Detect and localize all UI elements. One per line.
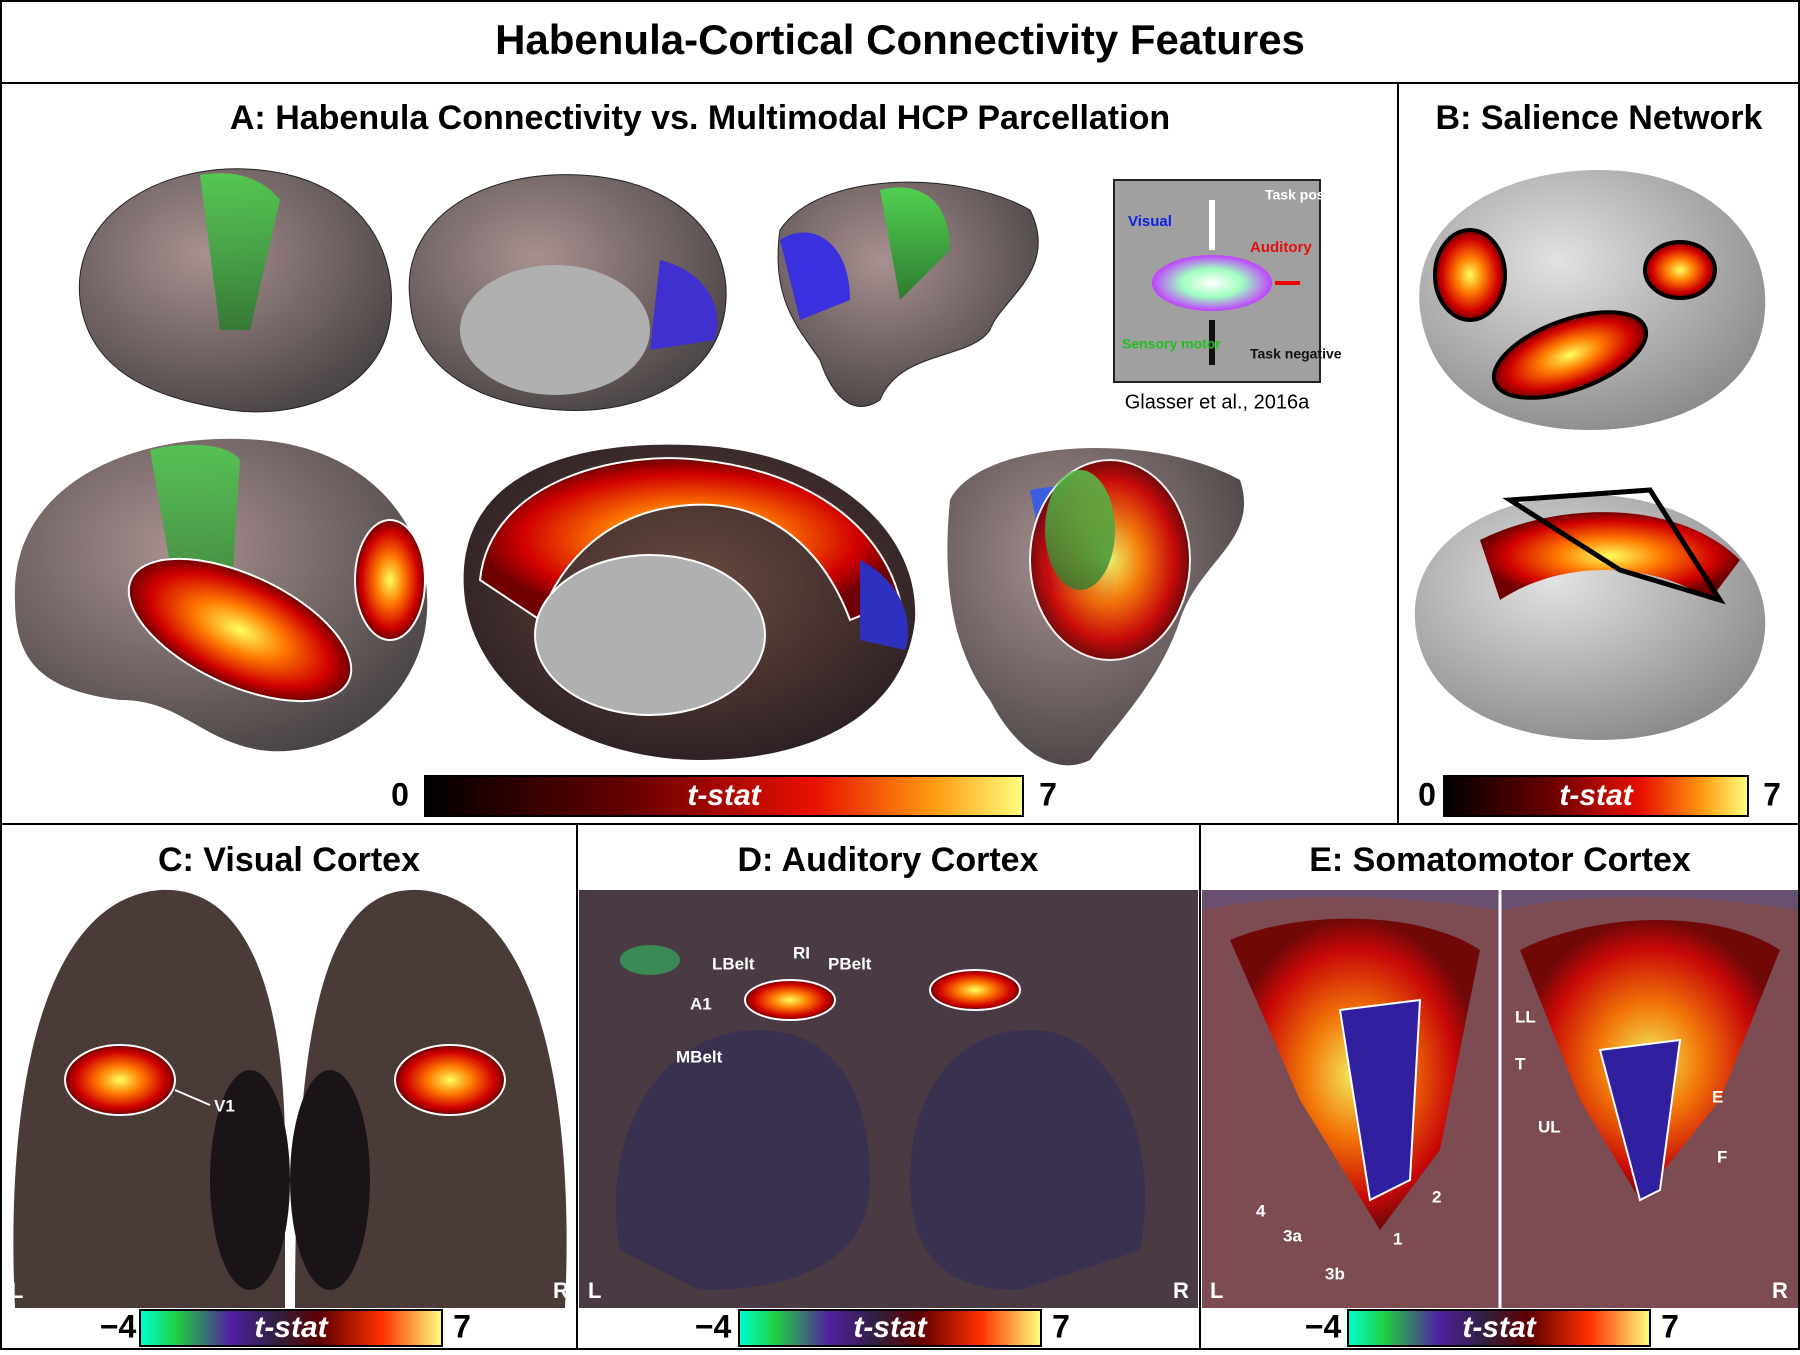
colorbar-min: −4 bbox=[100, 1308, 137, 1344]
annotation: F bbox=[1717, 1147, 1727, 1166]
colorbar: −4 t-stat 7 bbox=[1305, 1308, 1679, 1347]
annotation: 1 bbox=[1393, 1229, 1402, 1248]
brain-connectivity bbox=[14, 438, 1245, 766]
colorbar-min: −4 bbox=[1305, 1308, 1342, 1344]
annotation: A1 bbox=[690, 994, 712, 1013]
brain-parcellation bbox=[78, 168, 1039, 413]
panel-title: A: Habenula Connectivity vs. Multimodal … bbox=[230, 99, 1170, 137]
annotation: 3b bbox=[1325, 1264, 1345, 1283]
panel-title: B: Salience Network bbox=[1436, 99, 1763, 137]
legend-box: Task positive Visual Auditory Sensory mo… bbox=[1113, 179, 1353, 383]
annotation: LL bbox=[1515, 1007, 1536, 1026]
brain-auditory bbox=[579, 890, 1198, 1308]
figure-title: Habenula-Cortical Connectivity Features bbox=[495, 16, 1305, 63]
annotation: T bbox=[1515, 1054, 1526, 1073]
colorbar-label: t-stat bbox=[254, 1311, 329, 1344]
colorbar-max: 7 bbox=[1052, 1308, 1070, 1344]
colorbar: −4 t-stat 7 bbox=[695, 1308, 1070, 1347]
colorbar: 0 t-stat 7 bbox=[1418, 775, 1781, 817]
annotation: L bbox=[10, 1278, 23, 1303]
colorbar-label: t-stat bbox=[853, 1311, 928, 1344]
brain-salience bbox=[1414, 170, 1766, 740]
annotation: R bbox=[1772, 1278, 1788, 1303]
colorbar: 0 t-stat 7 bbox=[391, 775, 1057, 817]
colorbar-max: 7 bbox=[1763, 776, 1781, 812]
panel-title: C: Visual Cortex bbox=[158, 841, 420, 879]
annotation: L bbox=[1210, 1278, 1223, 1303]
colorbar-label: t-stat bbox=[687, 779, 762, 812]
annotation: RI bbox=[793, 943, 810, 962]
colorbar-max: 7 bbox=[1039, 776, 1057, 812]
panel-title: E: Somatomotor Cortex bbox=[1309, 841, 1691, 879]
annotation: PBelt bbox=[828, 954, 872, 973]
legend-label: Task positive bbox=[1265, 187, 1353, 203]
annotation: R bbox=[553, 1278, 569, 1303]
brain-somatomotor bbox=[1202, 890, 1798, 1308]
colorbar-max: 7 bbox=[453, 1308, 471, 1344]
legend-label: Task negative bbox=[1250, 346, 1342, 362]
legend-label: Auditory bbox=[1250, 239, 1312, 256]
colorbar-min: −4 bbox=[695, 1308, 732, 1344]
legend-label: Sensory motor bbox=[1122, 336, 1221, 352]
annotation: 3a bbox=[1283, 1226, 1302, 1245]
annotation: E bbox=[1712, 1087, 1723, 1106]
annotation: 2 bbox=[1432, 1187, 1441, 1206]
annotation: V1 bbox=[214, 1096, 235, 1115]
citation: Glasser et al., 2016a bbox=[1125, 391, 1310, 413]
colorbar: −4 t-stat 7 bbox=[100, 1308, 471, 1347]
colorbar-min: 0 bbox=[1418, 776, 1436, 812]
colorbar-label: t-stat bbox=[1462, 1311, 1537, 1344]
legend-label: Visual bbox=[1128, 213, 1172, 230]
annotation: LBelt bbox=[712, 954, 755, 973]
annotation: UL bbox=[1538, 1117, 1561, 1136]
annotation: L bbox=[588, 1278, 601, 1303]
colorbar-min: 0 bbox=[391, 776, 409, 812]
colorbar-max: 7 bbox=[1661, 1308, 1679, 1344]
annotation: MBelt bbox=[676, 1047, 723, 1066]
panel-title: D: Auditory Cortex bbox=[738, 841, 1039, 879]
colorbar-label: t-stat bbox=[1559, 779, 1634, 812]
annotation: R bbox=[1173, 1278, 1189, 1303]
annotation: 4 bbox=[1256, 1201, 1266, 1220]
brain-visual bbox=[3, 888, 575, 1308]
